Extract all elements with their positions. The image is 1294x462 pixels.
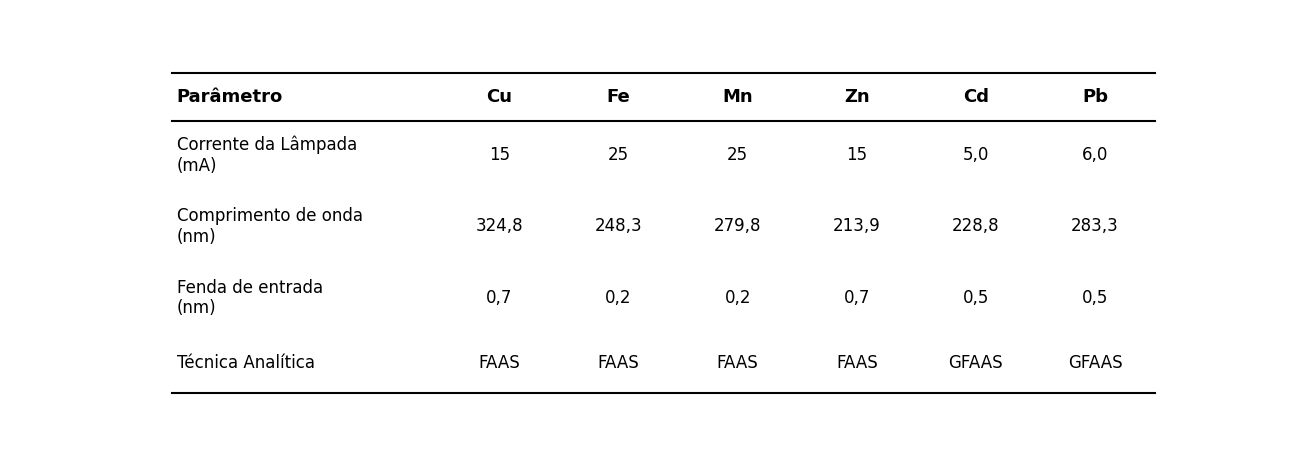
Text: 15: 15 [489,146,510,164]
Text: Comprimento de onda
(nm): Comprimento de onda (nm) [177,207,362,246]
Text: 0,5: 0,5 [963,289,989,307]
Text: 0,2: 0,2 [725,289,751,307]
Text: 25: 25 [608,146,629,164]
Text: 248,3: 248,3 [595,218,642,236]
Text: FAAS: FAAS [479,354,520,372]
Text: 283,3: 283,3 [1071,218,1119,236]
Text: Cu: Cu [487,88,512,106]
Text: GFAAS: GFAAS [1068,354,1122,372]
Text: 0,5: 0,5 [1082,289,1108,307]
Text: 279,8: 279,8 [714,218,761,236]
Text: Fe: Fe [607,88,630,106]
Text: 15: 15 [846,146,867,164]
Text: FAAS: FAAS [598,354,639,372]
Text: 6,0: 6,0 [1082,146,1108,164]
Text: Parâmetro: Parâmetro [177,88,283,106]
Text: FAAS: FAAS [836,354,877,372]
Text: 228,8: 228,8 [952,218,1000,236]
Text: Pb: Pb [1082,88,1108,106]
Text: Zn: Zn [844,88,870,106]
Text: 0,7: 0,7 [844,289,870,307]
Text: 324,8: 324,8 [476,218,523,236]
Text: 0,2: 0,2 [606,289,631,307]
Text: Cd: Cd [963,88,989,106]
Text: FAAS: FAAS [717,354,758,372]
Text: 5,0: 5,0 [963,146,989,164]
Text: 0,7: 0,7 [487,289,512,307]
Text: Mn: Mn [722,88,753,106]
Text: GFAAS: GFAAS [949,354,1003,372]
Text: Fenda de entrada
(nm): Fenda de entrada (nm) [177,279,324,317]
Text: 25: 25 [727,146,748,164]
Text: 213,9: 213,9 [833,218,881,236]
Text: Técnica Analítica: Técnica Analítica [177,354,314,372]
Text: Corrente da Lâmpada
(mA): Corrente da Lâmpada (mA) [177,135,357,175]
